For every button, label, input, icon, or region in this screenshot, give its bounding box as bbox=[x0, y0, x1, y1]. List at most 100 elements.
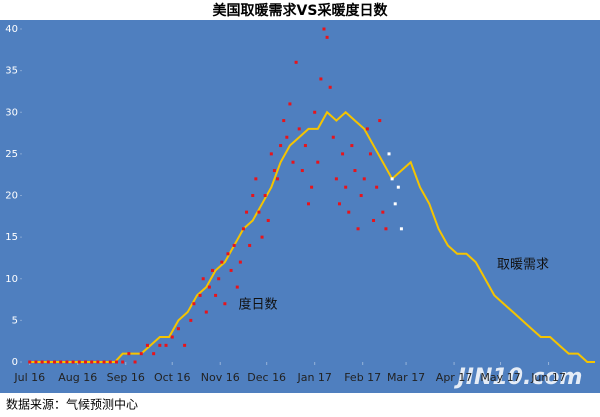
scatter-point bbox=[245, 210, 249, 214]
scatter-point bbox=[241, 227, 245, 231]
scatter-point bbox=[214, 293, 218, 297]
scatter-point bbox=[34, 360, 38, 364]
scatter-point bbox=[359, 194, 363, 197]
scatter-point bbox=[108, 360, 112, 364]
scatter-point bbox=[310, 185, 314, 189]
scatter-point bbox=[372, 218, 376, 222]
scatter-point bbox=[223, 302, 227, 306]
scatter-point bbox=[53, 360, 57, 364]
scatter-point bbox=[279, 144, 283, 148]
scatter-point bbox=[325, 35, 329, 39]
scatter-point bbox=[77, 360, 81, 364]
scatter-point bbox=[192, 302, 196, 306]
scatter-point bbox=[170, 335, 174, 339]
chart-title: 美国取暖需求VS采暖度日数 bbox=[213, 2, 389, 19]
scatter-point bbox=[46, 360, 50, 364]
scatter-point bbox=[158, 343, 162, 347]
scatter-point bbox=[139, 352, 143, 356]
scatter-point bbox=[334, 177, 338, 181]
scatter-point bbox=[282, 119, 286, 123]
scatter-point bbox=[220, 260, 224, 264]
scatter-point bbox=[353, 169, 357, 173]
series-label: 度日数 bbox=[238, 297, 277, 313]
scatter-point bbox=[164, 343, 168, 347]
scatter-point bbox=[272, 169, 276, 173]
scatter-point bbox=[313, 110, 317, 114]
scatter-point bbox=[291, 160, 295, 164]
scatter-point bbox=[365, 127, 369, 131]
scatter-point bbox=[368, 152, 372, 156]
scatter-point bbox=[210, 268, 214, 272]
scatter-point bbox=[152, 352, 156, 356]
x-tick-label: Nov 16 bbox=[201, 371, 240, 384]
scatter-point bbox=[121, 360, 125, 364]
x-tick-label: Mar 17 bbox=[387, 371, 425, 384]
scatter-point bbox=[226, 252, 230, 256]
x-tick-label: Aug 16 bbox=[58, 371, 97, 384]
scatter-point bbox=[254, 177, 258, 181]
scatter-point bbox=[300, 169, 304, 173]
scatter-point bbox=[375, 185, 379, 189]
scatter-point bbox=[331, 135, 335, 139]
y-tick-label: 35 bbox=[5, 66, 18, 77]
scatter-point bbox=[396, 185, 400, 189]
scatter-point bbox=[83, 360, 87, 364]
x-tick-label: Oct 16 bbox=[154, 371, 191, 384]
y-tick-label: 15 bbox=[5, 232, 18, 243]
scatter-point bbox=[127, 352, 131, 356]
scatter-point bbox=[263, 194, 267, 197]
x-tick-label: Sep 16 bbox=[107, 371, 145, 384]
scatter-point bbox=[65, 360, 69, 364]
scatter-point bbox=[362, 177, 366, 181]
scatter-point bbox=[381, 210, 385, 214]
scatter-point bbox=[307, 202, 310, 206]
x-tick-label: May 17 bbox=[480, 371, 520, 384]
scatter-point bbox=[316, 160, 320, 164]
x-tick-label: Dec 16 bbox=[247, 371, 286, 384]
scatter-point bbox=[384, 227, 388, 231]
scatter-point bbox=[337, 202, 341, 206]
scatter-point bbox=[90, 360, 94, 364]
scatter-point bbox=[133, 360, 137, 364]
x-tick-label: Jun 17 bbox=[530, 371, 566, 384]
scatter-point bbox=[232, 243, 236, 247]
source-note: 数据来源：气候预测中心 bbox=[6, 397, 138, 412]
scatter-point bbox=[238, 260, 242, 264]
scatter-point bbox=[356, 227, 360, 231]
scatter-point bbox=[387, 152, 391, 156]
scatter-point bbox=[235, 285, 239, 289]
scatter-point bbox=[297, 127, 301, 131]
scatter-point bbox=[266, 218, 270, 222]
demand-line bbox=[29, 110, 595, 363]
scatter-point bbox=[285, 135, 289, 139]
scatter-point bbox=[399, 227, 403, 231]
plot-background bbox=[0, 20, 600, 393]
scatter-point bbox=[207, 285, 211, 289]
y-tick-label: 5 bbox=[12, 315, 18, 326]
scatter-point bbox=[204, 310, 208, 314]
scatter-point bbox=[40, 360, 44, 364]
watermark: JIN10.com bbox=[454, 365, 583, 390]
x-tick-label: Feb 17 bbox=[344, 371, 381, 384]
scatter-point bbox=[319, 77, 323, 81]
scatter-point bbox=[390, 177, 394, 181]
y-tick-label: 20 bbox=[5, 191, 18, 202]
scatter-point bbox=[229, 268, 233, 272]
y-tick-label: 0 bbox=[12, 357, 18, 368]
y-tick-label: 10 bbox=[5, 274, 18, 285]
scatter-point bbox=[344, 185, 348, 189]
scatter-point bbox=[288, 102, 292, 106]
series-label: 取暖需求 bbox=[497, 258, 549, 273]
y-tick-label: 40 bbox=[5, 24, 18, 35]
scatter-point bbox=[59, 360, 63, 364]
scatter-point bbox=[303, 144, 307, 148]
scatter-point bbox=[269, 152, 273, 156]
scatter-point bbox=[328, 85, 332, 89]
scatter-point bbox=[201, 277, 205, 281]
scatter-point bbox=[378, 119, 382, 123]
x-tick-label: Jul 16 bbox=[13, 371, 45, 384]
scatter-point bbox=[217, 277, 221, 281]
scatter-point bbox=[189, 318, 193, 322]
scatter-point bbox=[248, 243, 252, 247]
